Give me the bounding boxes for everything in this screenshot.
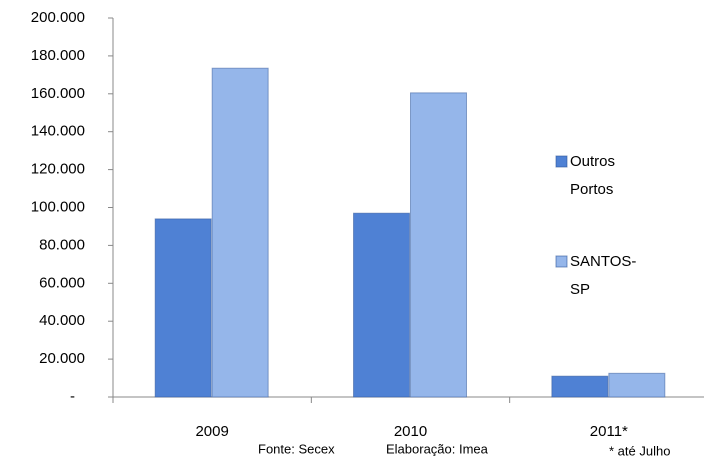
- author-note: Elaboração: Imea: [386, 441, 489, 456]
- y-tick-label: 140.000: [31, 123, 85, 140]
- source-note: Fonte: Secex: [258, 441, 335, 456]
- y-tick-label: -: [70, 388, 75, 405]
- x-tick-label: 2011*: [590, 423, 628, 440]
- bar: [608, 372, 666, 398]
- y-tick-label: 80.000: [39, 236, 85, 253]
- y-tick-label: 120.000: [31, 161, 85, 178]
- y-tick-label: 200.000: [31, 9, 85, 26]
- legend-label: Outros Portos: [570, 153, 616, 198]
- y-tick-label: 180.000: [31, 47, 85, 64]
- y-tick-label: 40.000: [39, 312, 85, 329]
- y-tick-label: 100.000: [31, 198, 85, 215]
- legend-label: SANTOS-SP: [570, 253, 637, 298]
- bar: [211, 67, 269, 398]
- legend-swatch: [555, 255, 568, 268]
- bar: [551, 375, 609, 398]
- bar: [154, 218, 212, 398]
- legend-swatch: [555, 155, 568, 168]
- period-note: * até Julho: [609, 443, 670, 458]
- y-tick-label: 60.000: [39, 274, 85, 291]
- bar: [410, 92, 467, 398]
- x-tick-label: 2010: [394, 423, 427, 440]
- y-tick-label: 160.000: [31, 85, 85, 102]
- bar: [353, 212, 410, 398]
- x-tick-label: 2009: [195, 423, 228, 440]
- y-tick-label: 20.000: [39, 350, 85, 367]
